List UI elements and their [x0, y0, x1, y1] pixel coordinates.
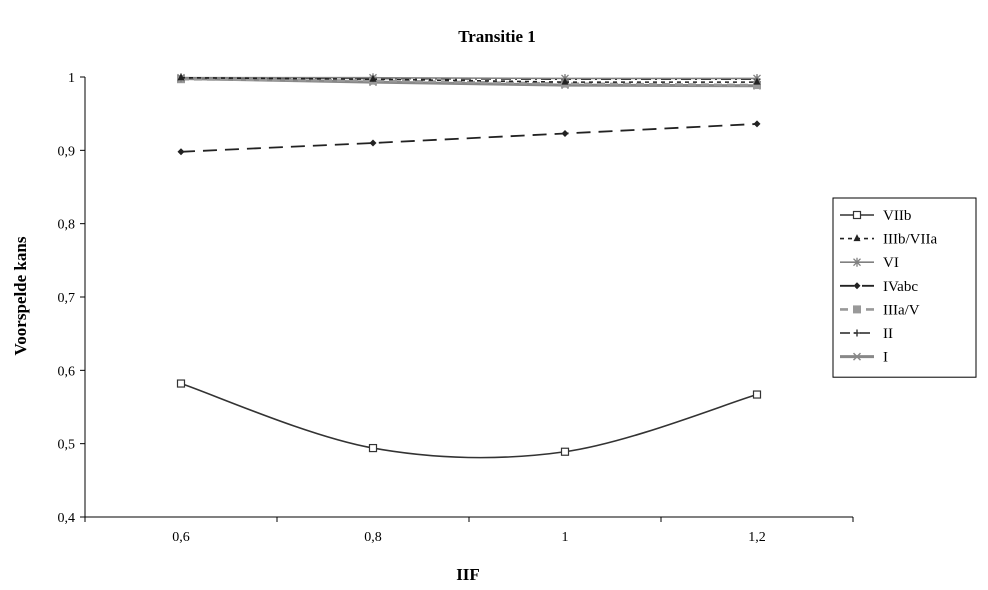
- data-point-viib: [176, 379, 186, 388]
- data-point-viib: [560, 447, 570, 456]
- data-point-iiib-viia: [177, 73, 185, 81]
- legend-label-vi: VI: [883, 255, 899, 271]
- data-point-ivabc: [177, 148, 185, 156]
- y-tick-label: 0,7: [58, 291, 76, 306]
- series-line-iiia-v: [180, 77, 758, 87]
- y-tick-label: 0,6: [58, 364, 76, 379]
- legend-label-ii: II: [883, 326, 893, 342]
- series-layer: [176, 73, 762, 459]
- legend-marker-iiia-v: [853, 305, 861, 314]
- series-viib: [176, 379, 762, 459]
- legend-marker-i: [852, 352, 862, 361]
- data-point-viib: [368, 443, 378, 453]
- data-point-iiib-viia: [561, 77, 569, 85]
- axes: 0,4 0,5 0,6 0,7 0,8 0,9 1 0,6 0,8 1 1,2: [58, 71, 854, 545]
- legend-marker-vi: [853, 257, 861, 267]
- series-ivabc: [177, 120, 761, 156]
- y-tick-label: 0,5: [58, 438, 76, 453]
- legend-label-iiia-v: IIIa/V: [883, 302, 920, 318]
- y-tick-label: 1: [68, 71, 75, 86]
- legend-label-i: I: [883, 350, 888, 366]
- x-tick-label: 0,8: [364, 530, 382, 545]
- y-tick-label: 0,4: [58, 511, 76, 526]
- legend-marker-iiib-viia: [853, 234, 861, 242]
- series-line-vi: [181, 76, 757, 80]
- data-point-ivabc: [561, 129, 569, 137]
- series-line-viib: [180, 382, 758, 459]
- legend-label-viib: VIIb: [883, 208, 911, 224]
- data-point-ivabc: [369, 139, 377, 147]
- x-tick-label: 0,6: [172, 530, 190, 545]
- legend-marker-ivabc: [853, 282, 861, 290]
- y-tick-label: 0,9: [58, 144, 76, 159]
- chart-title: Transitie 1: [458, 27, 536, 46]
- x-tick-label: 1,2: [748, 530, 766, 545]
- legend-label-ivabc: IVabc: [883, 279, 918, 295]
- data-point-viib: [752, 390, 762, 399]
- x-tick-label: 1: [562, 530, 569, 545]
- series-line-ivabc: [180, 123, 758, 153]
- x-axis-title: IIF: [456, 565, 480, 584]
- data-point-ivabc: [753, 120, 761, 128]
- y-tick-label: 0,8: [58, 218, 76, 233]
- legend-label-iiib-viia: IIIb/VIIa: [883, 232, 937, 248]
- legend-marker-ii: [853, 329, 861, 337]
- legend-marker-viib: [852, 210, 862, 220]
- data-point-iiib-viia: [369, 74, 377, 82]
- y-axis-title: Voorspelde kans: [11, 236, 30, 355]
- series-line-iiib-viia: [180, 76, 757, 83]
- data-point-iiib-viia: [753, 77, 761, 85]
- series-iiib-viia: [177, 73, 761, 85]
